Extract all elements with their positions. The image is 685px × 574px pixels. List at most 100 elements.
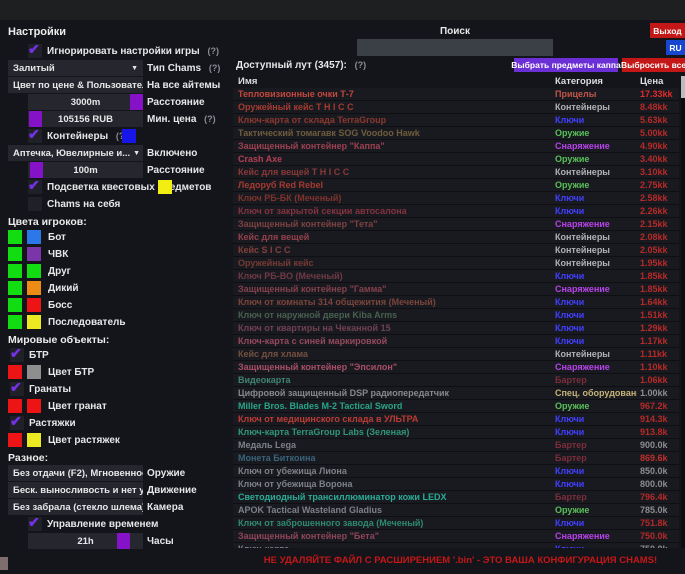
column-name[interactable]: Имя (238, 76, 258, 87)
table-row[interactable]: Защищенный контейнер "Бета" Снаряжение 7… (233, 530, 679, 543)
world-object-row: ✔ БТР (8, 345, 234, 364)
table-row[interactable]: Тактический томагавк SOG Voodoo Hawk Ору… (233, 127, 679, 140)
world-object-checkbox[interactable]: ✔ (10, 379, 24, 396)
table-row[interactable]: Защищенный контейнер "Тета" Снаряжение 2… (233, 218, 679, 231)
select-kappa-items-button[interactable]: Выбрать предметы каппа (511, 58, 621, 72)
player-color-swatch-2[interactable] (27, 315, 41, 329)
slider-handle[interactable] (130, 94, 143, 110)
language-button[interactable]: RU (666, 40, 685, 55)
help-icon[interactable]: (?) (354, 60, 367, 70)
movement-mode-dropdown[interactable]: Беск. выносливость и нет уста▼ (8, 482, 143, 498)
containers-color-swatch[interactable] (122, 129, 136, 143)
player-color-swatch-1[interactable] (8, 247, 22, 261)
table-row[interactable]: Crash Axe Оружие 3.40kk (233, 153, 679, 166)
table-row[interactable]: Защищенный контейнер "Гамма" Снаряжение … (233, 283, 679, 296)
table-row[interactable]: Ключ от закрытой секции автосалона Ключи… (233, 205, 679, 218)
containers-distance-slider[interactable]: 100m (28, 162, 143, 178)
search-input[interactable] (357, 39, 553, 56)
item-name: Тепловизионные очки Т-7 (238, 89, 354, 99)
item-category: Ключи (555, 544, 637, 548)
world-color-swatch-2[interactable] (27, 399, 41, 413)
drop-all-button[interactable]: Выбросить все (620, 58, 685, 72)
quest-highlight-checkbox[interactable]: ✔ (28, 177, 42, 194)
table-row[interactable]: Ключ-карта... Ключи 750.0k (233, 543, 679, 548)
table-row[interactable]: Кейс S I C C Контейнеры 2.05kk (233, 244, 679, 257)
table-row[interactable]: Ключ от заброшенного завода (Меченый) Кл… (233, 517, 679, 530)
player-color-swatch-2[interactable] (27, 247, 41, 261)
player-color-swatch-2[interactable] (27, 298, 41, 312)
world-color-swatch-2[interactable] (27, 365, 41, 379)
table-row[interactable]: Ключ от убежища Ворона Ключи 800.0k (233, 478, 679, 491)
help-icon[interactable]: (?) (116, 131, 128, 141)
color-mode-dropdown[interactable]: Цвет по цене & Пользователь▼ (8, 77, 143, 93)
scrollbar[interactable] (681, 76, 685, 548)
help-icon[interactable]: (?) (208, 63, 221, 73)
table-row[interactable]: APOK Tactical Wasteland Gladius Оружие 7… (233, 504, 679, 517)
player-color-swatch-2[interactable] (27, 264, 41, 278)
self-chams-checkbox[interactable] (28, 197, 42, 211)
table-row[interactable]: Монета Биткоина Бартер 869.6k (233, 452, 679, 465)
player-color-row: Дикий (8, 280, 234, 297)
table-row[interactable]: Ключ от медицинского склада в УЛЬТРА Клю… (233, 413, 679, 426)
table-row[interactable]: Медаль Lega Бартер 900.0k (233, 439, 679, 452)
table-row[interactable]: Кейс для хлама Контейнеры 1.11kk (233, 348, 679, 361)
world-object-checkbox[interactable]: ✔ (10, 413, 24, 430)
table-row[interactable]: Ключ от квартиры на Чеканной 15 Ключи 1.… (233, 322, 679, 335)
world-color-swatch-1[interactable] (8, 433, 22, 447)
player-color-swatch-1[interactable] (8, 298, 22, 312)
table-row[interactable]: Видеокарта Бартер 1.06kk (233, 374, 679, 387)
world-color-swatch-1[interactable] (8, 365, 22, 379)
slider-handle[interactable] (117, 533, 130, 549)
slider-handle[interactable] (30, 162, 43, 178)
chams-type-dropdown[interactable]: Залитый ▼ (8, 60, 143, 76)
weapon-mode-dropdown[interactable]: Без отдачи (F2), Мгновенное п▼ (8, 465, 143, 481)
containers-filter-dropdown[interactable]: Аптечка, Ювелирные и... ▼ (8, 145, 143, 161)
player-color-swatch-1[interactable] (8, 281, 22, 295)
help-icon[interactable]: (?) (207, 46, 219, 56)
table-row[interactable]: Оружейный кейс Контейнеры 1.95kk (233, 257, 679, 270)
table-row[interactable]: Ключ от убежища Лиона Ключи 850.0k (233, 465, 679, 478)
player-color-swatch-1[interactable] (8, 315, 22, 329)
min-price-row: 105156 RUB Мин. цена (?) (8, 111, 234, 128)
min-price-slider[interactable]: 105156 RUB (28, 111, 143, 127)
player-color-swatch-2[interactable] (27, 230, 41, 244)
player-color-swatch-1[interactable] (8, 230, 22, 244)
table-row[interactable]: Защищенный контейнер "Эпсилон" Снаряжени… (233, 361, 679, 374)
camera-mode-dropdown[interactable]: Без забрала (стекло шлема)▼ (8, 499, 143, 515)
table-row[interactable]: Ключ РБ-ВО (Меченый) Ключи 1.85kk (233, 270, 679, 283)
table-row[interactable]: Ключ-карта TerraGroup Labs (Зеленая) Клю… (233, 426, 679, 439)
table-row[interactable]: Ключ от комнаты 314 общежития (Меченый) … (233, 296, 679, 309)
table-row[interactable]: Ключ-карта с синей маркировкой Ключи 1.1… (233, 335, 679, 348)
help-icon[interactable]: (?) (204, 114, 216, 124)
quest-color-swatch[interactable] (158, 180, 172, 194)
table-row[interactable]: Защищенный контейнер "Каппа" Снаряжение … (233, 140, 679, 153)
containers-checkbox[interactable]: ✔ (28, 126, 42, 143)
time-control-checkbox[interactable]: ✔ (28, 514, 42, 531)
scrollbar-thumb[interactable] (681, 76, 685, 98)
table-row[interactable]: Кейс для вещей Контейнеры 2.08kk (233, 231, 679, 244)
table-row[interactable]: Цифровой защищенный DSP радиопередатчик … (233, 387, 679, 400)
table-row[interactable]: Ключ-карта от склада TerraGroup Ключи 5.… (233, 114, 679, 127)
table-row[interactable]: Кейс для вещей T H I C C Контейнеры 3.10… (233, 166, 679, 179)
world-color-swatch-2[interactable] (27, 433, 41, 447)
exit-button[interactable]: Выход (650, 23, 685, 38)
distance-slider[interactable]: 3000m (28, 94, 143, 110)
table-row[interactable]: Оружейный кейс T H I C C Контейнеры 8.48… (233, 101, 679, 114)
ignore-game-settings-checkbox[interactable]: ✔ (28, 41, 42, 58)
table-row[interactable]: Ключ от наружной двери Kiba Arms Ключи 1… (233, 309, 679, 322)
slider-handle[interactable] (29, 111, 42, 127)
window-title-bar[interactable] (0, 0, 685, 20)
column-price[interactable]: Цена (640, 76, 664, 87)
hours-slider[interactable]: 21h (28, 533, 143, 549)
player-color-swatch-1[interactable] (8, 264, 22, 278)
column-category[interactable]: Категория (555, 76, 603, 87)
table-row[interactable]: Ледоруб Red Rebel Оружие 2.75kk (233, 179, 679, 192)
table-row[interactable]: Светодиодный трансиллюминатор кожи LEDX … (233, 491, 679, 504)
world-object-checkbox[interactable]: ✔ (10, 345, 24, 362)
table-row[interactable]: Miller Bros. Blades M-2 Tactical Sword О… (233, 400, 679, 413)
player-color-swatch-2[interactable] (27, 281, 41, 295)
item-category: Бартер (555, 492, 587, 502)
world-color-swatch-1[interactable] (8, 399, 22, 413)
table-row[interactable]: Тепловизионные очки Т-7 Прицелы 17.33kk (233, 88, 679, 101)
table-row[interactable]: Ключ РБ-БК (Меченый) Ключи 2.58kk (233, 192, 679, 205)
